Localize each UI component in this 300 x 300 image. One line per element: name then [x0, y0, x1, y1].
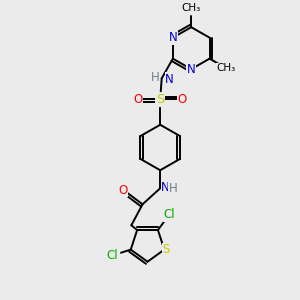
Text: CH₃: CH₃ — [217, 63, 236, 73]
Text: N: N — [169, 31, 177, 44]
Text: O: O — [178, 93, 187, 106]
Text: H: H — [151, 71, 159, 84]
Text: N: N — [187, 63, 196, 76]
Text: O: O — [118, 184, 127, 197]
Text: S: S — [156, 93, 164, 106]
Text: O: O — [134, 93, 143, 106]
Text: CH₃: CH₃ — [182, 3, 201, 13]
Text: Cl: Cl — [164, 208, 175, 221]
Text: N: N — [161, 181, 170, 194]
Text: S: S — [162, 243, 169, 256]
Text: H: H — [169, 182, 178, 195]
Text: N: N — [165, 73, 174, 85]
Text: Cl: Cl — [107, 249, 118, 262]
